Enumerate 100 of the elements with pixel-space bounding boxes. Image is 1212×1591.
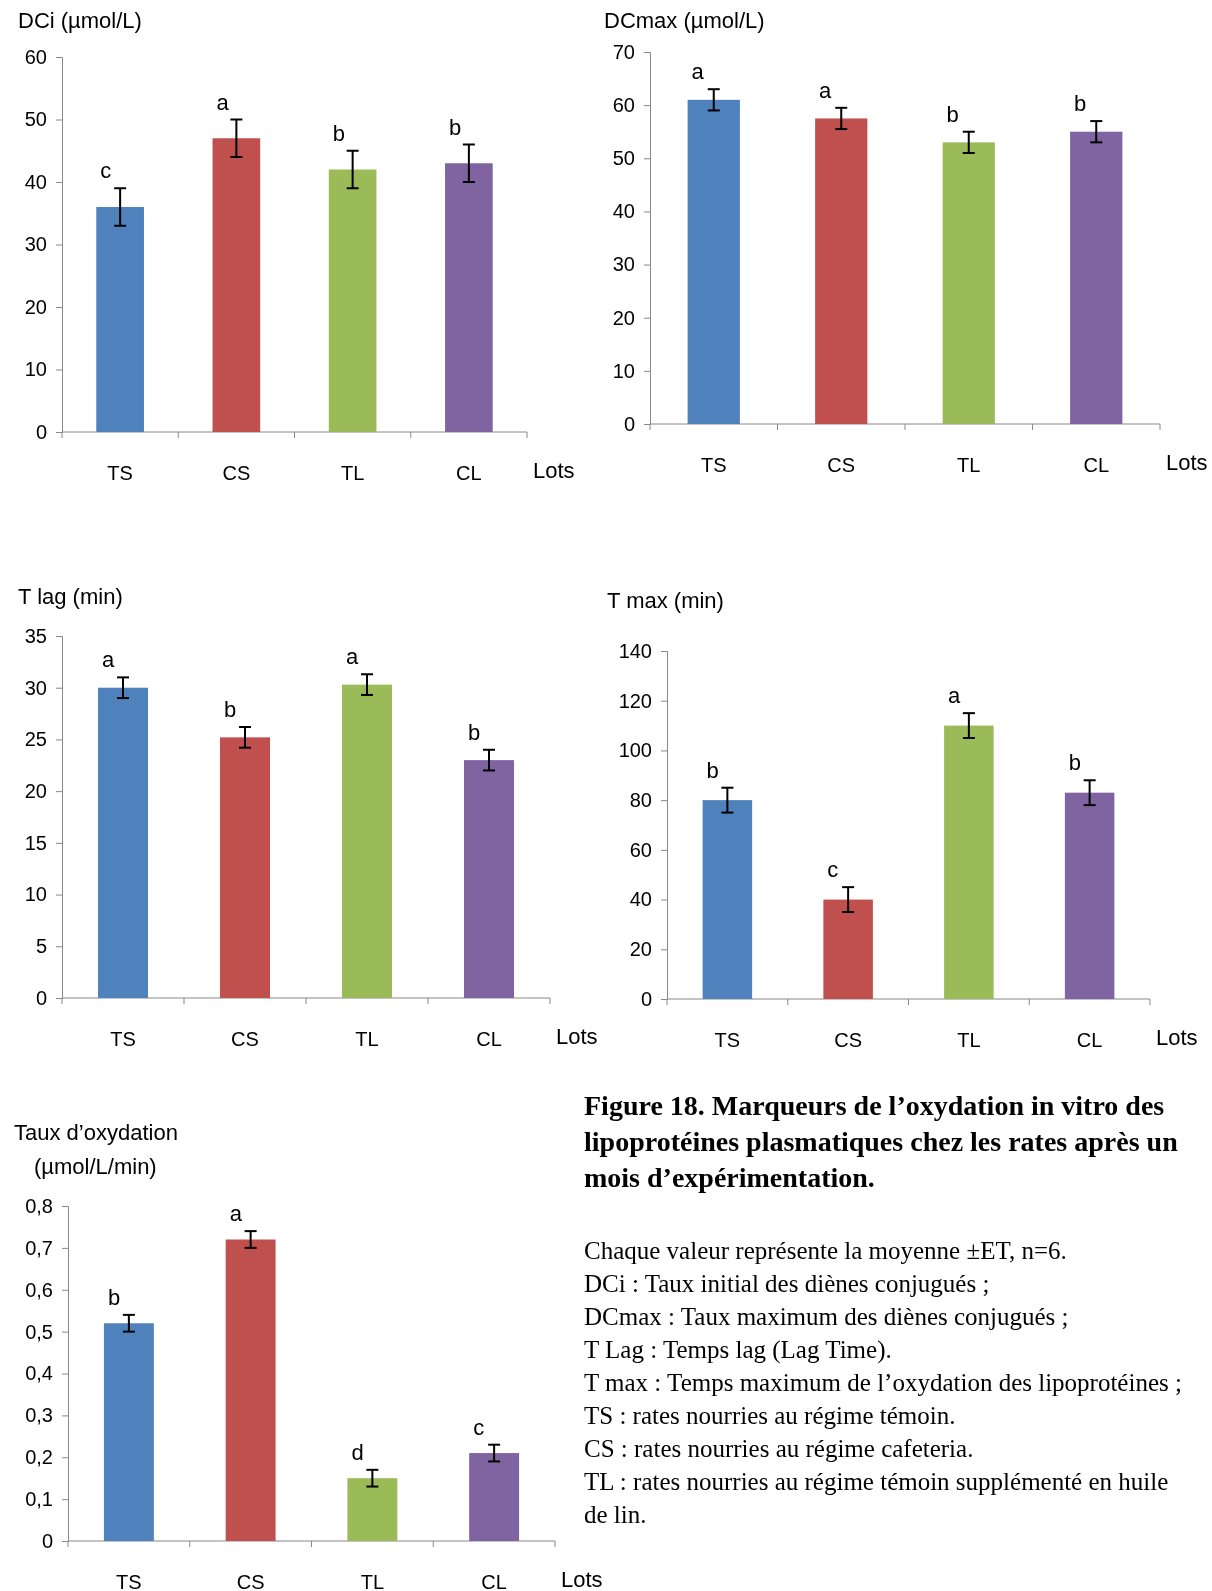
x-axis-title: Lots <box>533 458 575 483</box>
y-axis-title: DCi (µmol/L) <box>18 8 142 33</box>
text: TL : rates nourries au régime témoin supplémenté en huile de lin. <box>584 1468 1169 1528</box>
bar <box>1070 131 1123 424</box>
x-tick-label: CL <box>481 1571 507 1591</box>
y-tick-label: 5 <box>35 935 47 958</box>
bar <box>823 899 873 999</box>
y-tick-label: 20 <box>24 780 47 803</box>
annotation: a <box>101 647 115 673</box>
bar <box>815 118 868 424</box>
x-tick-label: TL <box>957 1029 981 1051</box>
y-tick-label: 100 <box>618 739 652 762</box>
x-axis-title: Lots <box>1166 450 1208 475</box>
x-axis-title: Lots <box>561 1567 603 1591</box>
y-tick-label: 0,7 <box>25 1236 53 1259</box>
y-tick-label: 50 <box>612 147 635 170</box>
annotation: b <box>1068 750 1082 776</box>
x-tick-label: CL <box>1076 1029 1103 1051</box>
y-tick-label: 0 <box>35 986 47 1009</box>
y-tick-label: 0,8 <box>25 1194 53 1217</box>
y-tick-label: 0 <box>623 412 635 435</box>
bar <box>445 163 493 432</box>
y-tick-label: 80 <box>629 789 652 812</box>
y-tick-label: 40 <box>612 200 635 223</box>
x-tick-label: CS <box>236 1571 265 1591</box>
y-tick-label: 35 <box>24 624 47 647</box>
bar <box>687 99 740 424</box>
y-tick-label: 140 <box>618 639 652 662</box>
y-tick-label: 40 <box>24 170 47 193</box>
x-tick-label: CS <box>827 454 856 476</box>
y-tick-label: 10 <box>612 359 635 382</box>
annotation: d <box>351 1439 364 1465</box>
bar <box>219 737 271 998</box>
x-tick-label: CS <box>222 462 251 484</box>
x-tick-label: TS <box>110 1028 136 1050</box>
text: Figure 18. Marqueurs de l’oxydation in vitro des lipoprotéines plasmatiques chez les rates après un mois d’expérimentation. <box>584 1090 1179 1193</box>
y-tick-label: 20 <box>629 938 652 961</box>
x-tick-label: TL <box>340 462 365 484</box>
y-tick-label: 0,6 <box>25 1278 53 1301</box>
annotation: a <box>819 77 833 103</box>
annotation: c <box>827 857 839 883</box>
y-tick-label: 0 <box>41 1529 53 1552</box>
y-tick-label: 60 <box>612 94 635 117</box>
bar <box>1064 792 1115 999</box>
x-tick-label: TL <box>957 454 981 476</box>
annotation: a <box>691 59 705 85</box>
y-tick-label: 120 <box>618 689 652 712</box>
bar <box>944 725 994 999</box>
y-tick-label: 30 <box>24 676 47 699</box>
annotation: b <box>223 697 237 723</box>
annotation: c <box>100 158 112 184</box>
y-tick-label: 60 <box>24 45 47 68</box>
y-axis-title: T max (min) <box>607 588 724 613</box>
x-tick-label: CL <box>456 462 482 484</box>
x-tick-label: TS <box>700 454 727 476</box>
annotation: b <box>946 101 959 127</box>
y-tick-label: 0,5 <box>25 1320 53 1343</box>
bar <box>702 800 753 999</box>
y-tick-label: 0 <box>640 987 652 1010</box>
text: T Lag : Temps lag (Lag Time). <box>584 1336 892 1364</box>
y-tick-label: 60 <box>629 838 652 861</box>
y-tick-label: 15 <box>24 831 47 854</box>
bar <box>347 1478 398 1541</box>
annotation: b <box>107 1284 121 1310</box>
bar <box>328 169 377 432</box>
bar <box>96 207 144 432</box>
y-tick-label: 0,4 <box>25 1362 53 1385</box>
x-tick-label: CL <box>476 1028 502 1050</box>
annotation: a <box>229 1201 243 1227</box>
y-tick-label: 20 <box>24 295 47 318</box>
y-axis-title: DCmax (µmol/L) <box>604 8 765 33</box>
annotation: a <box>216 89 230 115</box>
y-axis-title: Taux d’oxydation (µmol/L/min) <box>14 1120 178 1179</box>
bar <box>212 138 261 432</box>
annotation: b <box>706 757 719 783</box>
y-tick-label: 20 <box>612 306 635 329</box>
y-tick-label: 0,3 <box>25 1404 53 1427</box>
bar <box>469 1453 520 1541</box>
y-tick-label: 30 <box>612 253 635 276</box>
annotation: a <box>345 644 359 670</box>
annotation: b <box>1074 91 1087 117</box>
x-tick-label: CL <box>1083 454 1110 476</box>
x-tick-label: TL <box>360 1571 385 1591</box>
annotation: b <box>467 719 481 745</box>
y-tick-label: 10 <box>24 358 47 381</box>
y-tick-label: 70 <box>612 40 635 63</box>
bar <box>341 684 393 998</box>
text: T max : Temps maximum de l’oxydation des lipoprotéines ; <box>584 1369 1182 1396</box>
bar <box>942 142 995 424</box>
y-tick-label: 0,1 <box>25 1488 53 1511</box>
x-tick-label: TS <box>107 462 133 484</box>
y-tick-label: 50 <box>24 108 47 131</box>
bar <box>97 687 149 998</box>
annotation: b <box>332 120 346 146</box>
x-tick-label: TS <box>116 1571 142 1591</box>
text: DCmax : Taux maximum des diènes conjugués ; <box>584 1303 1069 1330</box>
text: Chaque valeur représente la moyenne ±ET, n=6. <box>584 1237 1067 1264</box>
x-tick-label: CS <box>834 1029 863 1051</box>
annotation: c <box>473 1414 485 1440</box>
y-tick-label: 25 <box>24 728 47 751</box>
